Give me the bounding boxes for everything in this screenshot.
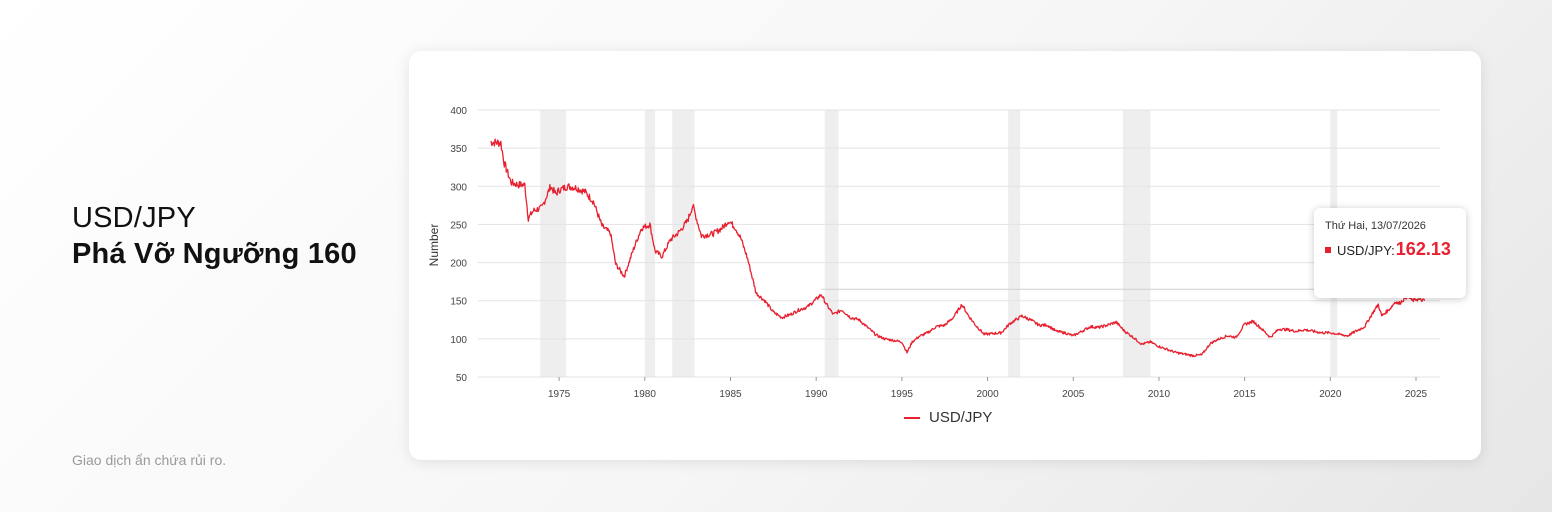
series-group <box>490 138 1426 358</box>
x-tick-label: 1985 <box>719 389 742 400</box>
headline-pair: USD/JPY <box>72 202 196 234</box>
x-tick-label: 1975 <box>548 389 571 400</box>
tooltip-date: Thứ Hai, 13/07/2026 <box>1325 220 1426 232</box>
headline-title: Phá Vỡ Ngưỡng 160 <box>72 238 357 270</box>
recession-band <box>1008 110 1021 377</box>
series-line-usd-jpy <box>490 138 1426 358</box>
grid-lines <box>478 109 1440 378</box>
recession-band <box>1122 110 1151 377</box>
y-tick-label: 100 <box>450 335 467 346</box>
y-tick-label: 400 <box>450 106 467 117</box>
risk-disclaimer: Giao dịch ẩn chứa rủi ro. <box>72 452 227 468</box>
hover-tooltip: Thứ Hai, 13/07/2026 USD/JPY: 162.13 <box>1314 208 1466 298</box>
x-tick-label: 2025 <box>1405 389 1428 400</box>
x-tick-label: 2015 <box>1234 389 1257 400</box>
y-tick-label: 250 <box>450 220 467 231</box>
recession-band <box>672 110 695 377</box>
tooltip-series-marker <box>1325 247 1331 253</box>
x-tick-label: 1995 <box>891 389 914 400</box>
y-tick-label: 200 <box>450 259 467 270</box>
y-tick-label: 50 <box>456 373 468 384</box>
recession-band <box>540 110 566 377</box>
recession-band <box>644 110 656 377</box>
recession-band <box>824 110 839 377</box>
recession-bands <box>540 110 1338 377</box>
headline: USD/JPY Phá Vỡ Ngưỡng 160 <box>72 200 357 272</box>
legend-label: USD/JPY <box>929 409 993 426</box>
y-axis: 50 100 150 200 250 300 350 400 <box>450 106 467 384</box>
tooltip-label: USD/JPY: <box>1337 243 1395 258</box>
x-tick-label: 1990 <box>805 389 828 400</box>
x-tick-label: 2020 <box>1319 389 1342 400</box>
x-tick-label: 1980 <box>634 389 657 400</box>
x-axis: 1975 1980 1985 1990 1995 2000 2005 2010 2015 2020… <box>548 377 1428 400</box>
y-axis-label: Number <box>427 224 441 267</box>
chart-legend[interactable]: USD/JPY <box>904 409 992 426</box>
x-tick-label: 2000 <box>976 389 999 400</box>
y-tick-label: 150 <box>450 297 467 308</box>
chart-card: 1975 1980 1985 1990 1995 2000 2005 2010 2015 2020… <box>409 51 1481 460</box>
tooltip-row: USD/JPY: 162.13 <box>1325 239 1451 260</box>
tooltip-value: 162.13 <box>1395 239 1451 259</box>
y-tick-label: 300 <box>450 182 467 193</box>
legend-swatch <box>904 416 920 419</box>
y-tick-label: 350 <box>450 144 467 155</box>
x-tick-label: 2005 <box>1062 389 1085 400</box>
x-tick-label: 2010 <box>1148 389 1171 400</box>
